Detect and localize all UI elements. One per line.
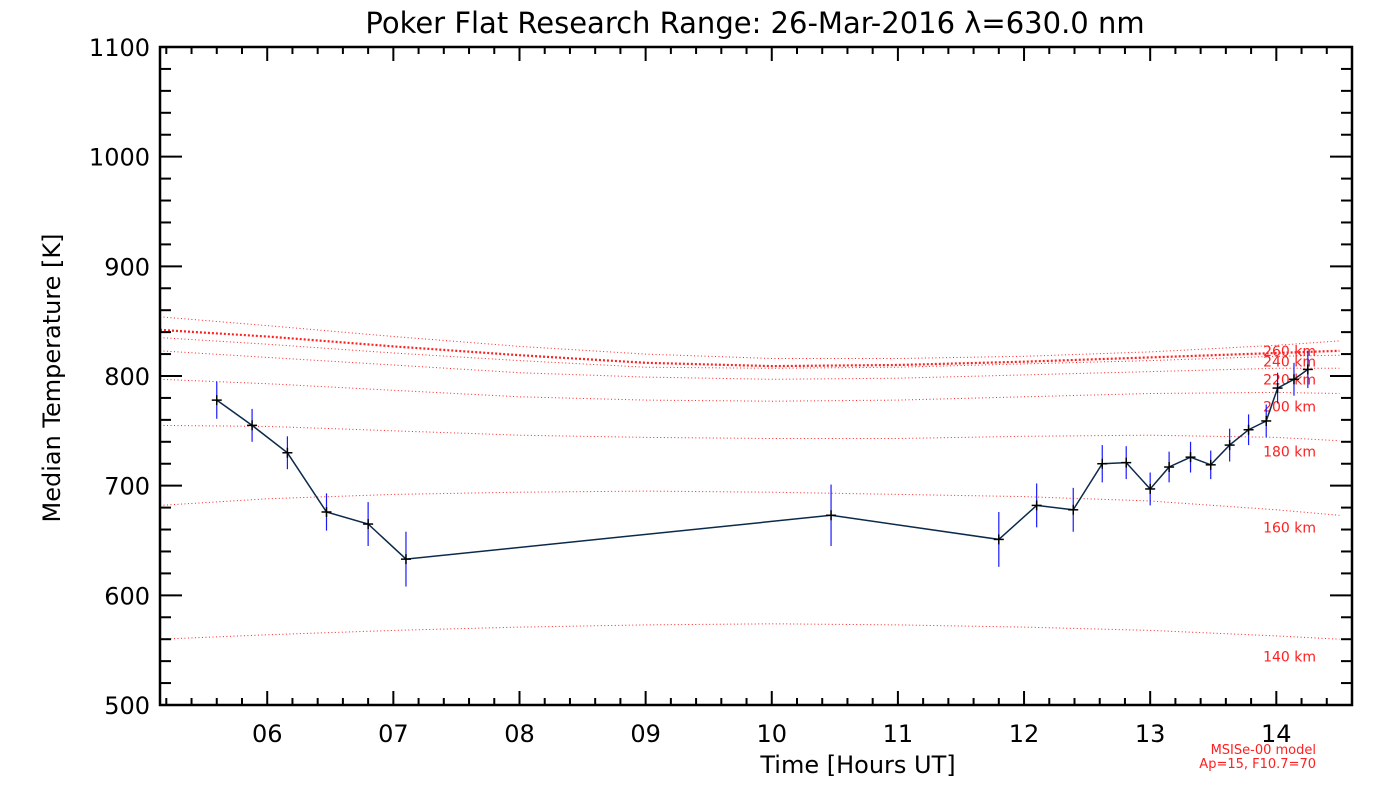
data-point — [321, 506, 332, 517]
model-label-260-km: 260 km — [1263, 344, 1316, 360]
x-tick-label: 14 — [1261, 720, 1292, 748]
temperature-series — [211, 350, 1313, 587]
data-point — [1205, 459, 1216, 470]
model-curve-140-km — [159, 623, 1340, 640]
y-tick-label: 900 — [104, 253, 150, 281]
x-tick-label: 06 — [252, 720, 283, 748]
y-axis-label: Median Temperature [K] — [38, 233, 66, 522]
data-point — [1288, 374, 1299, 385]
x-tick-label: 07 — [378, 720, 409, 748]
y-tick-label: 600 — [104, 582, 150, 610]
data-point — [1145, 483, 1156, 494]
model-label-180-km: 180 km — [1263, 445, 1316, 461]
y-tick-label: 700 — [104, 473, 150, 501]
model-curve-250-km — [159, 328, 1340, 368]
axes: 06 07 08 09 10 11 12 13 14 500 600 700 800 900 1000 110… — [89, 34, 1354, 748]
model-label-200-km: 200 km — [1263, 400, 1316, 416]
x-axis-label: Time [Hours UT] — [759, 751, 955, 779]
model-curve-220-km — [159, 350, 1340, 380]
data-point — [1031, 500, 1042, 511]
data-point — [363, 519, 374, 530]
x-tick-label: 13 — [1135, 720, 1166, 748]
model-curve-200-km — [159, 378, 1340, 402]
x-tick-label: 12 — [1009, 720, 1040, 748]
x-tick-label: 10 — [756, 720, 787, 748]
data-point — [1068, 504, 1079, 515]
data-point — [1121, 457, 1132, 468]
x-tick-label: 09 — [630, 720, 661, 748]
x-tick-label: 08 — [504, 720, 535, 748]
data-point — [247, 420, 258, 431]
data-point — [1224, 440, 1235, 451]
model-name-note: MSISe-00 model — [1211, 743, 1316, 758]
data-point — [1243, 424, 1254, 435]
y-tick-label: 1100 — [89, 34, 150, 62]
y-tick-label: 800 — [104, 363, 150, 391]
data-point — [400, 554, 411, 565]
data-point — [826, 510, 837, 521]
data-point — [282, 447, 293, 458]
model-curve-240-km — [159, 337, 1340, 369]
y-tick-label: 1000 — [89, 144, 150, 172]
series-line — [216, 368, 1309, 560]
data-point — [993, 534, 1004, 545]
model-label-160-km: 160 km — [1263, 520, 1316, 536]
data-point — [1097, 458, 1108, 469]
model-label-220-km: 220 km — [1263, 372, 1316, 388]
data-point — [1164, 462, 1175, 473]
data-point — [1185, 452, 1196, 463]
data-point — [1302, 364, 1313, 375]
model-curve-160-km — [159, 490, 1340, 516]
model-params-note: Ap=15, F10.7=70 — [1199, 757, 1316, 772]
model-label-140-km: 140 km — [1263, 650, 1316, 666]
model-curve-180-km — [159, 424, 1340, 442]
model-label-240-km: 240 km — [1263, 355, 1316, 371]
data-point — [211, 395, 222, 406]
plot-frame — [158, 45, 1354, 707]
data-point — [1261, 415, 1272, 426]
data-point — [1272, 383, 1283, 394]
y-tick-label: 500 — [104, 692, 150, 720]
model-curve-260-km — [159, 316, 1340, 359]
chart-title: Poker Flat Research Range: 26-Mar-2016 λ… — [365, 6, 1144, 40]
x-tick-label: 11 — [883, 720, 914, 748]
